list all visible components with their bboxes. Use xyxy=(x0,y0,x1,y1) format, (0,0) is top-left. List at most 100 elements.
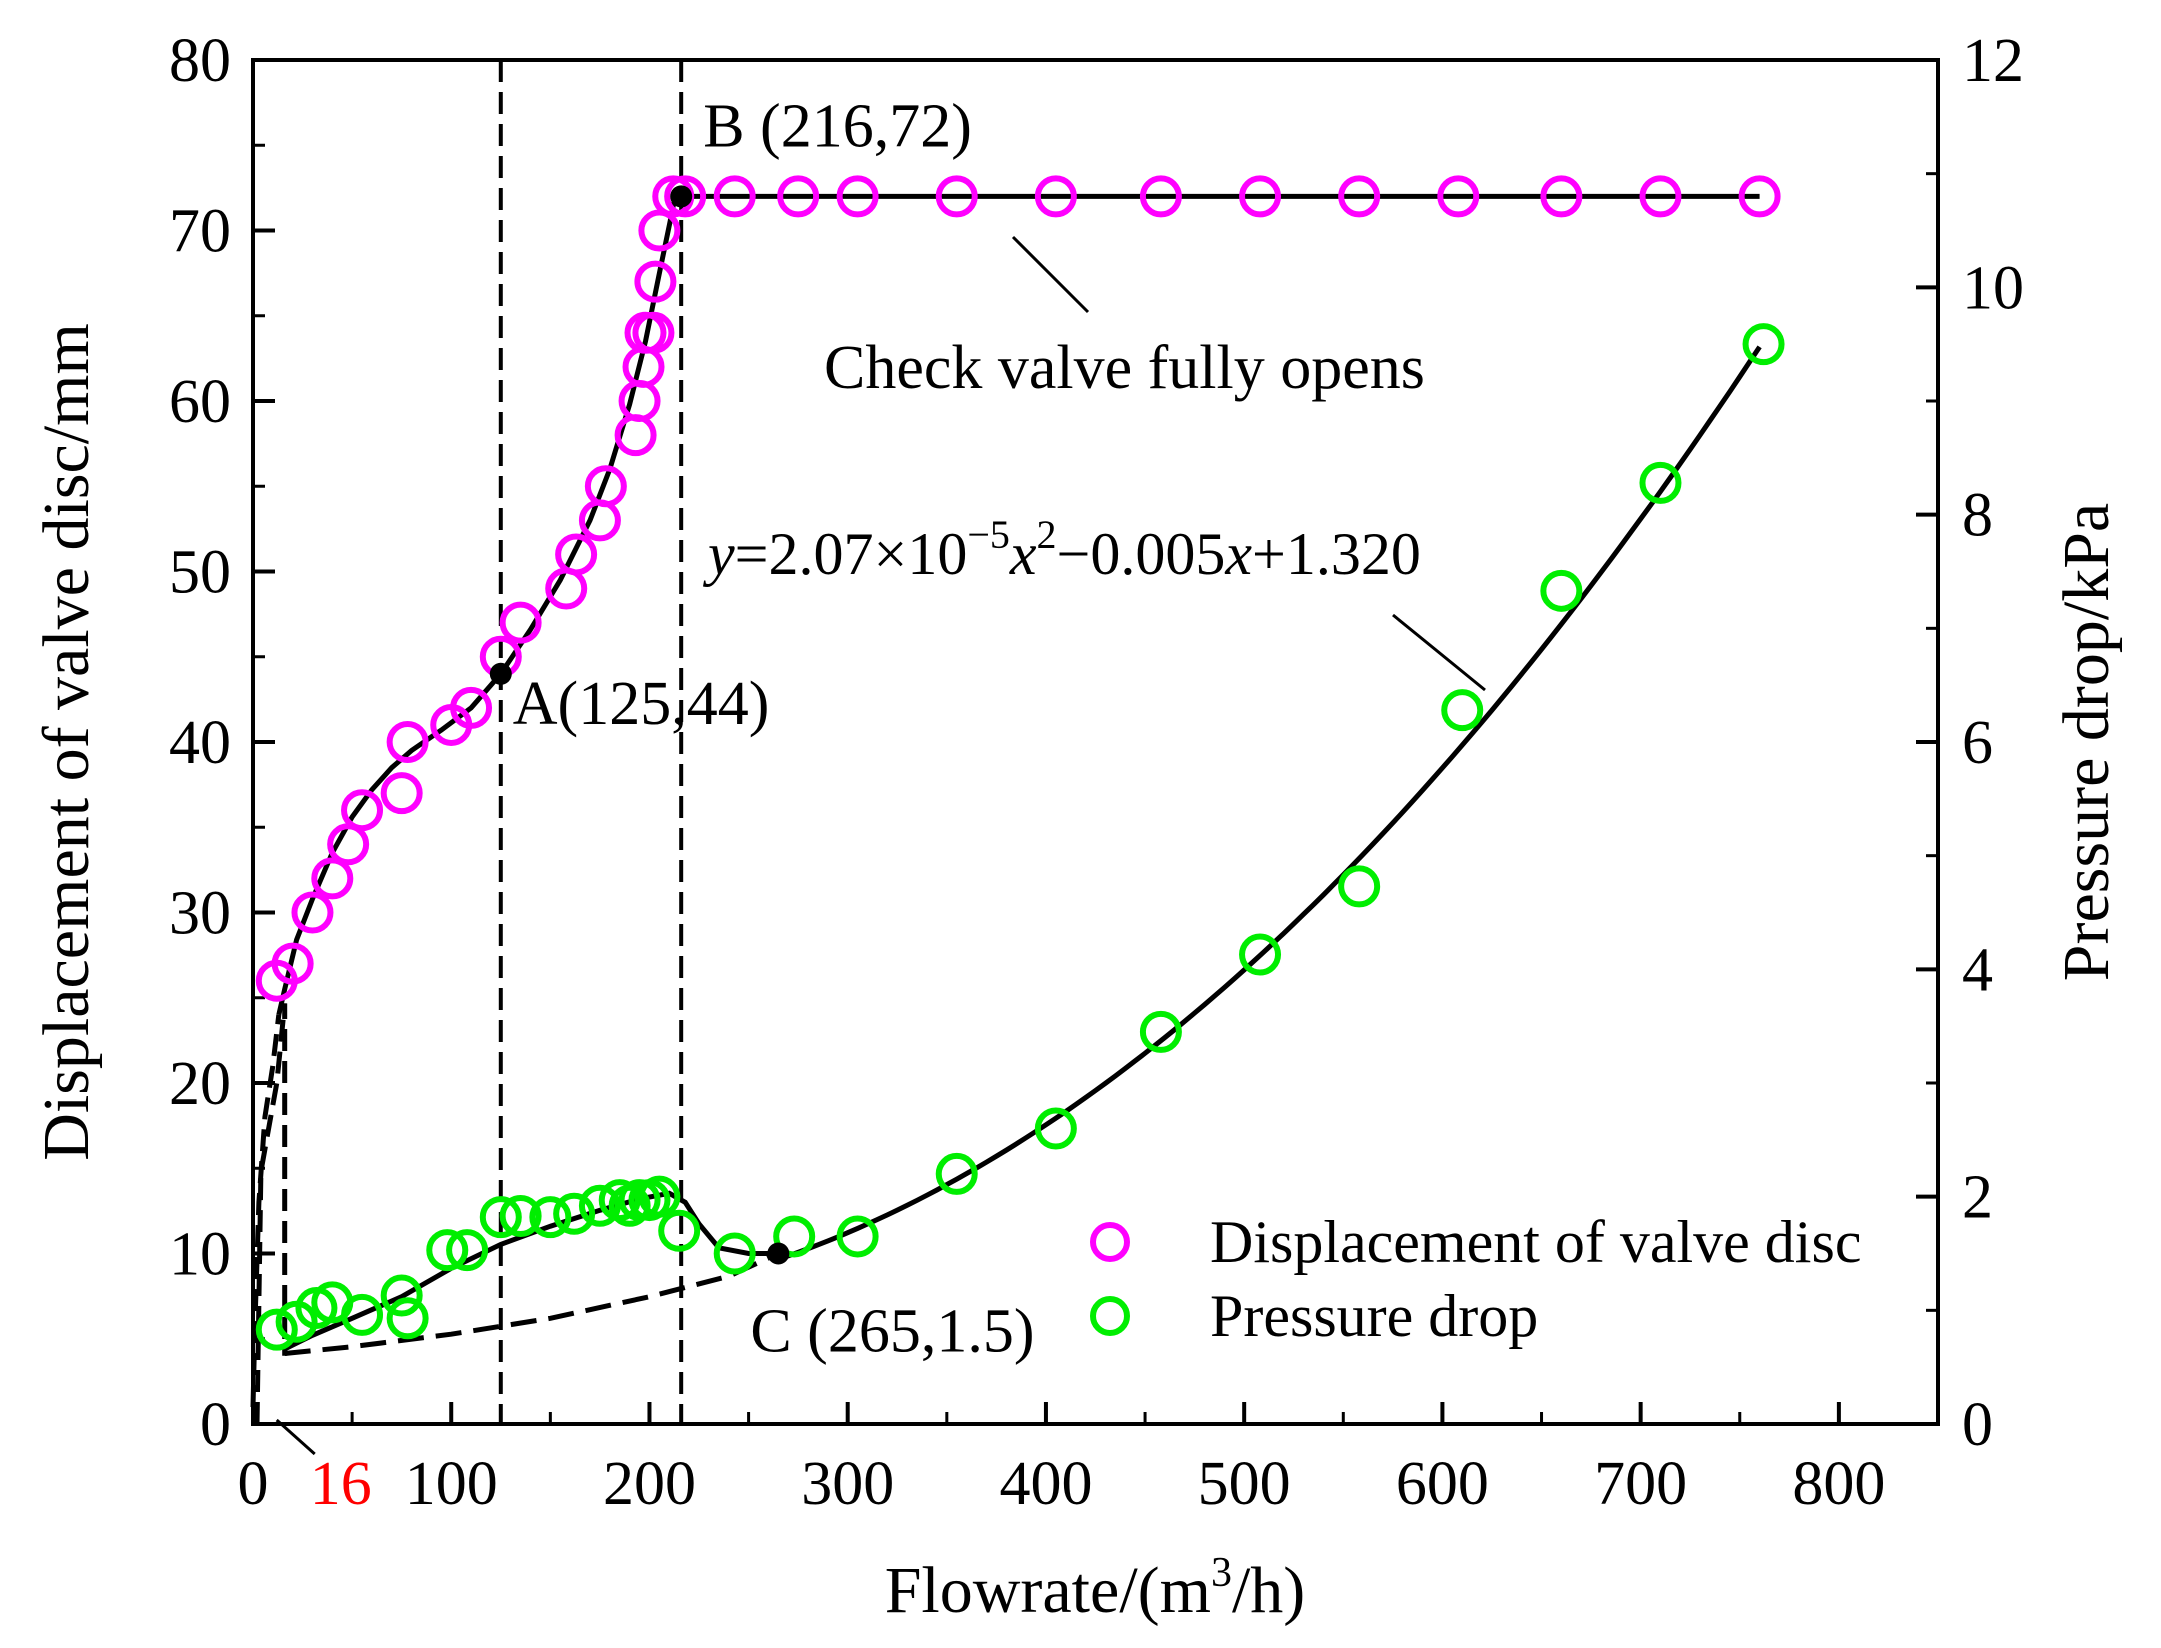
x-tick-label: 400 xyxy=(999,1450,1092,1518)
key-point-dot xyxy=(670,185,693,208)
pressure-point xyxy=(1139,1010,1182,1053)
y-left-tick-label: 10 xyxy=(169,1221,231,1289)
pressure-point xyxy=(553,1192,596,1235)
displacement-point xyxy=(584,465,627,508)
x-tick-label: 700 xyxy=(1594,1450,1687,1518)
key-point-dot xyxy=(489,662,512,685)
y-left-tick-label: 50 xyxy=(169,539,231,607)
y-right-tick-label: 12 xyxy=(1962,27,2024,95)
pressure-point xyxy=(638,1175,681,1218)
pressure-point xyxy=(529,1196,572,1239)
pressure-point xyxy=(380,1274,423,1317)
y-right-tick-label: 10 xyxy=(1962,254,2024,322)
displacement-point xyxy=(935,175,978,218)
pressure-point xyxy=(578,1184,621,1227)
y-left-tick-label: 70 xyxy=(169,198,231,266)
pressure-point xyxy=(1338,865,1381,908)
pressure-point xyxy=(1034,1107,1077,1150)
pressure-point xyxy=(499,1194,542,1237)
x-tick-label: 100 xyxy=(405,1450,498,1518)
pressure-point xyxy=(1742,323,1785,366)
displacement-point xyxy=(386,721,429,763)
displacement-point xyxy=(1139,175,1182,218)
displacement-point xyxy=(499,601,542,644)
pressure-fit-curve-quadratic xyxy=(777,345,1762,1262)
key-points: A(125,44) B (216,72) C (265,1.5) xyxy=(489,92,1034,1366)
x-tick-label: 300 xyxy=(801,1450,894,1518)
pressure-point xyxy=(426,1229,469,1272)
pressure-point xyxy=(341,1293,384,1336)
y-right-axis-title: Pressure drop/kPa xyxy=(2050,503,2123,981)
displacement-point xyxy=(614,414,657,457)
displacement-point xyxy=(618,380,661,422)
displacement-point xyxy=(311,857,354,900)
displacement-point xyxy=(1738,175,1781,218)
displacement-point xyxy=(632,311,675,354)
fully-open-leader xyxy=(1011,235,1090,314)
key-point-label: C (265,1.5) xyxy=(750,1298,1034,1366)
displacement-point xyxy=(1437,175,1480,218)
y-left-tick-label: 60 xyxy=(169,368,231,436)
x-tick-label: 600 xyxy=(1396,1450,1489,1518)
x-marker-label: 16 xyxy=(310,1450,372,1518)
displacement-point xyxy=(638,209,681,252)
x-tick-label: 500 xyxy=(1198,1450,1291,1518)
y-left-axis-title: Displacement of valve disc/mm xyxy=(30,323,103,1161)
legend-marker-pressure xyxy=(1090,1296,1130,1336)
displacement-point xyxy=(555,533,598,576)
legend-label-displacement: Displacement of valve disc xyxy=(1210,1209,1861,1275)
displacement-point xyxy=(634,260,677,303)
y-left-tick-label: 0 xyxy=(200,1391,231,1459)
key-point-label: B (216,72) xyxy=(703,92,972,160)
y-right-tick-label: 6 xyxy=(1962,709,1993,777)
displacement-point xyxy=(327,823,370,866)
y-left-tick-label: 80 xyxy=(169,27,231,95)
pressure-fit-curve-low xyxy=(283,1190,779,1352)
x-tick-label: 0 xyxy=(238,1450,269,1518)
y-right-tick-labels: 0 2 4 6 8 10 12 xyxy=(1962,27,2024,1459)
axis-ticks xyxy=(251,58,1938,1456)
fit-equation: y=2.07×10−5x2−0.005x+1.320 xyxy=(702,512,1421,587)
y-left-tick-label: 40 xyxy=(169,709,231,777)
x-tick-label: 800 xyxy=(1792,1450,1885,1518)
pressure-point xyxy=(386,1297,429,1340)
x-tick-labels: 0 100 200 300 400 500 600 700 800 xyxy=(238,1450,1886,1518)
displacement-point xyxy=(1338,175,1381,218)
pressure-point xyxy=(446,1229,489,1272)
displacement-point xyxy=(1639,175,1682,218)
y-right-tick-label: 2 xyxy=(1962,1164,1993,1232)
displacement-point xyxy=(450,686,493,729)
x-tick-label: 200 xyxy=(603,1450,696,1518)
pressure-point xyxy=(1441,689,1484,732)
y-right-tick-label: 4 xyxy=(1962,936,1993,1004)
pressure-point xyxy=(1540,569,1583,612)
pressure-point xyxy=(479,1196,522,1239)
dashed-curves xyxy=(250,1003,780,1425)
displacement-point xyxy=(1034,175,1077,218)
displacement-point xyxy=(1540,175,1583,218)
y-right-tick-label: 0 xyxy=(1962,1391,1993,1459)
pressure-point xyxy=(836,1215,879,1258)
x-marker-leader xyxy=(275,1418,316,1456)
legend-marker-displacement xyxy=(1090,1222,1130,1262)
pressure-point xyxy=(1239,933,1282,976)
y-left-tick-labels: 0 10 20 30 40 50 60 70 80 xyxy=(169,27,231,1459)
dashed-connector xyxy=(284,1251,780,1356)
fully-open-annotation: Check valve fully opens xyxy=(824,334,1425,402)
pressure-point xyxy=(773,1215,816,1258)
displacement-point xyxy=(664,175,707,218)
displacement-point xyxy=(1239,175,1282,218)
y-right-tick-label: 8 xyxy=(1962,482,1993,550)
x-axis-title: Flowrate/(m3/h) xyxy=(885,1550,1306,1627)
legend-label-pressure: Pressure drop xyxy=(1210,1283,1538,1349)
displacement-point xyxy=(836,175,879,218)
pressure-point xyxy=(713,1232,756,1275)
equation-leader xyxy=(1392,613,1486,692)
dashed-startup-pressure xyxy=(254,1003,288,1425)
displacement-point xyxy=(380,772,423,815)
displacement-point xyxy=(271,942,314,985)
pressure-point xyxy=(1639,461,1682,504)
y-left-tick-label: 20 xyxy=(169,1050,231,1118)
data-markers xyxy=(255,175,1785,1351)
